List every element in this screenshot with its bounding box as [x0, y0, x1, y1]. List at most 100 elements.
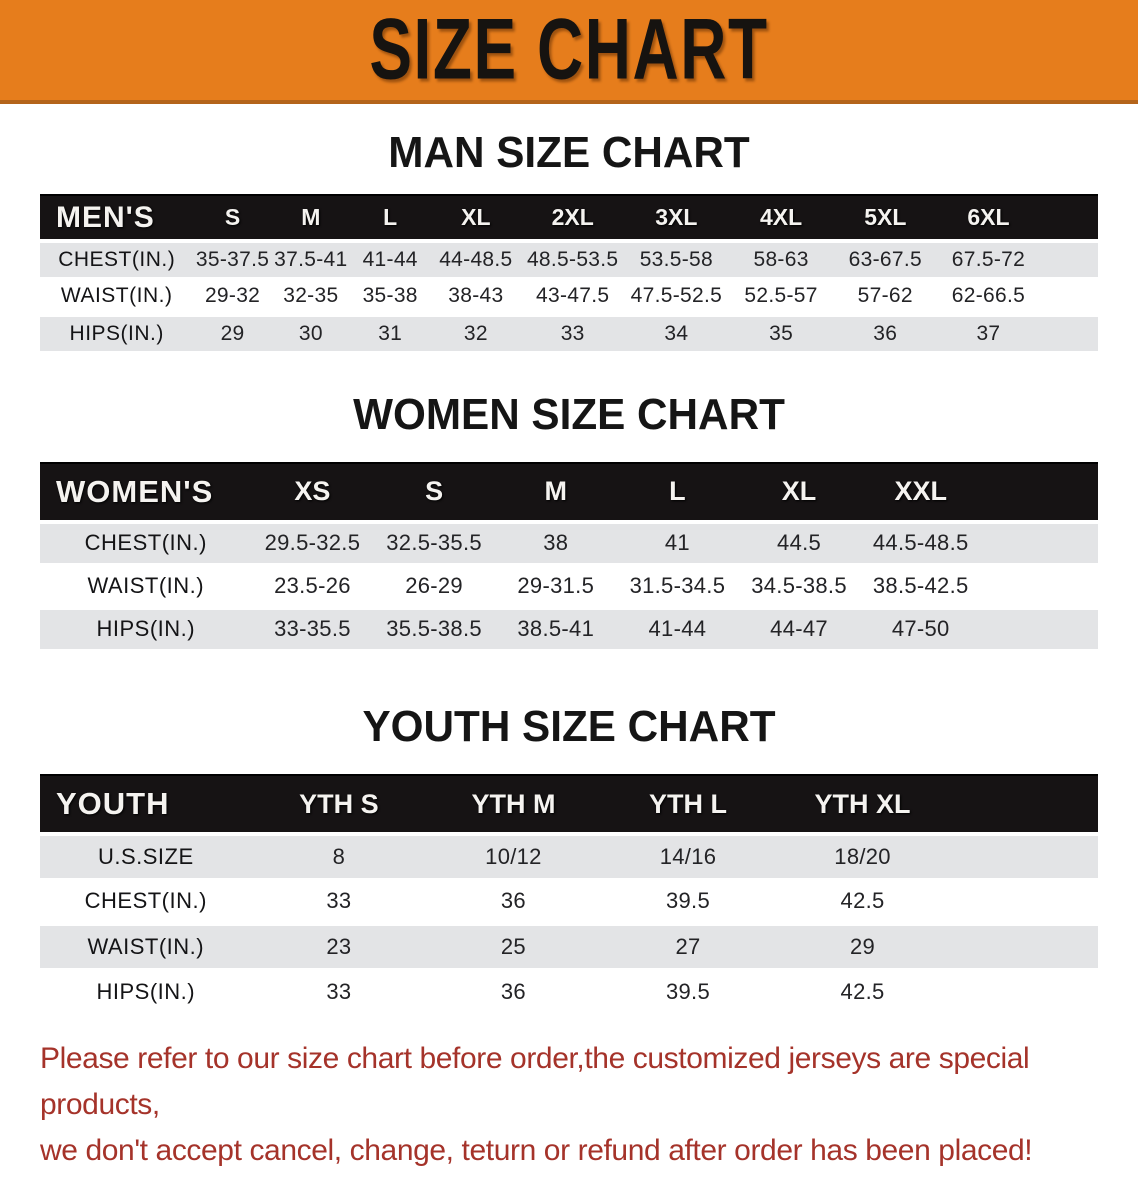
size-column-header: YTH S	[251, 774, 427, 836]
size-column-header: L	[349, 194, 431, 243]
disclaimer-line-2: we don't accept cancel, change, teturn o…	[40, 1134, 1033, 1167]
row-spacer-cell	[981, 519, 1098, 566]
size-value-cell: 41	[616, 519, 739, 566]
size-value-cell: 47-50	[859, 605, 982, 652]
table-row: WAIST(IN.) 23.5-26 26-29 29-31.5 31.5-34.5 34…	[40, 564, 1098, 608]
size-column-header: M	[494, 461, 617, 523]
size-value-cell: 36	[426, 879, 601, 924]
row-label: HIPS(IN.)	[40, 313, 194, 354]
women-header-row: WOMEN'S XS S M L XL XXL	[40, 461, 1098, 523]
size-value-cell: 37	[937, 313, 1040, 354]
disclaimer-line-1: Please refer to our size chart before or…	[40, 1042, 1030, 1121]
women-size-section: WOMEN SIZE CHART WOMEN'S XS S M L XL XXL CHEST(…	[40, 389, 1098, 652]
size-value-cell: 30	[271, 313, 350, 354]
row-label: WAIST(IN.)	[40, 278, 194, 315]
table-row: CHEST(IN.) 29.5-32.5 32.5-35.5 38 41 44.5 44.5…	[40, 519, 1098, 566]
size-value-cell: 36	[426, 969, 601, 1014]
men-table-label: MEN'S	[40, 194, 194, 243]
size-value-cell: 32	[430, 313, 522, 354]
row-spacer-cell	[1039, 239, 1098, 280]
header-spacer-cell	[949, 774, 1098, 836]
size-value-cell: 42.5	[775, 969, 950, 1014]
row-spacer-cell	[949, 969, 1098, 1014]
size-value-cell: 35	[728, 313, 834, 354]
size-column-header: M	[271, 194, 350, 243]
size-value-cell: 29-31.5	[494, 564, 617, 608]
row-spacer-cell	[949, 922, 1098, 971]
header-spacer-cell	[1039, 194, 1098, 243]
youth-size-table: YOUTH YTH S YTH M YTH L YTH XL U.S.SIZE 8 10/12…	[40, 774, 1098, 1014]
size-value-cell: 33	[521, 313, 624, 354]
size-value-cell: 8	[251, 832, 427, 881]
men-size-section: MAN SIZE CHART MEN'S S M L XL 2XL 3XL 4XL 5XL 6XL…	[40, 128, 1098, 354]
size-value-cell: 31.5-34.5	[616, 564, 739, 608]
youth-size-section: YOUTH SIZE CHART YOUTH YTH S YTH M YTH L YTH…	[40, 702, 1098, 1014]
size-value-cell: 35.5-38.5	[373, 605, 495, 652]
size-column-header: XL	[738, 461, 860, 523]
size-value-cell: 52.5-57	[728, 278, 834, 315]
size-column-header: 4XL	[728, 194, 834, 243]
size-column-header: XS	[251, 461, 374, 523]
row-spacer-cell	[949, 879, 1098, 924]
size-column-header: 2XL	[521, 194, 624, 243]
size-value-cell: 44.5-48.5	[859, 519, 982, 566]
row-spacer-cell	[981, 605, 1098, 652]
table-row: CHEST(IN.) 33 36 39.5 42.5	[40, 879, 1098, 924]
size-value-cell: 38	[494, 519, 617, 566]
size-value-cell: 67.5-72	[937, 239, 1040, 280]
women-size-table: WOMEN'S XS S M L XL XXL CHEST(IN.) 29.5-32.5 32.5…	[40, 461, 1098, 652]
row-label: HIPS(IN.)	[40, 605, 252, 652]
size-value-cell: 41-44	[349, 239, 431, 280]
size-value-cell: 57-62	[833, 278, 938, 315]
size-column-header: 5XL	[833, 194, 938, 243]
youth-table-label: YOUTH	[40, 774, 252, 836]
size-value-cell: 29-32	[193, 278, 272, 315]
size-value-cell: 18/20	[775, 832, 950, 881]
row-label: WAIST(IN.)	[40, 564, 252, 608]
size-value-cell: 33	[251, 969, 427, 1014]
men-size-table: MEN'S S M L XL 2XL 3XL 4XL 5XL 6XL CHEST(IN.) 35-37…	[40, 194, 1098, 354]
size-value-cell: 33	[251, 879, 427, 924]
size-value-cell: 29	[193, 313, 272, 354]
size-column-header: 6XL	[937, 194, 1040, 243]
size-column-header: L	[616, 461, 739, 523]
men-header-row: MEN'S S M L XL 2XL 3XL 4XL 5XL 6XL	[40, 194, 1098, 243]
size-value-cell: 43-47.5	[521, 278, 624, 315]
size-value-cell: 32-35	[271, 278, 350, 315]
size-value-cell: 41-44	[616, 605, 739, 652]
row-spacer-cell	[949, 832, 1098, 881]
size-value-cell: 10/12	[426, 832, 601, 881]
size-value-cell: 35-37.5	[193, 239, 272, 280]
size-value-cell: 29.5-32.5	[251, 519, 374, 566]
size-value-cell: 29	[775, 922, 950, 971]
size-chart-banner: SIZE CHART	[0, 0, 1138, 104]
size-value-cell: 62-66.5	[937, 278, 1040, 315]
size-value-cell: 47.5-52.5	[623, 278, 729, 315]
size-value-cell: 35-38	[349, 278, 431, 315]
table-row: WAIST(IN.) 23 25 27 29	[40, 922, 1098, 971]
size-column-header: YTH XL	[775, 774, 950, 836]
size-value-cell: 14/16	[600, 832, 776, 881]
youth-header-row: YOUTH YTH S YTH M YTH L YTH XL	[40, 774, 1098, 836]
size-value-cell: 38-43	[430, 278, 522, 315]
size-value-cell: 44.5	[738, 519, 860, 566]
size-value-cell: 48.5-53.5	[521, 239, 624, 280]
size-column-header: 3XL	[623, 194, 729, 243]
size-value-cell: 26-29	[373, 564, 495, 608]
size-value-cell: 38.5-41	[494, 605, 617, 652]
size-value-cell: 31	[349, 313, 431, 354]
row-label: CHEST(IN.)	[40, 879, 252, 924]
women-section-title: WOMEN SIZE CHART	[353, 389, 785, 439]
table-row: CHEST(IN.) 35-37.5 37.5-41 41-44 44-48.5 48.5…	[40, 239, 1098, 280]
size-value-cell: 23	[251, 922, 427, 971]
size-value-cell: 23.5-26	[251, 564, 374, 608]
size-chart-content: MAN SIZE CHART MEN'S S M L XL 2XL 3XL 4XL 5XL 6XL…	[0, 128, 1138, 1014]
table-row: HIPS(IN.) 29 30 31 32 33 34 35 36 37	[40, 313, 1098, 354]
table-row: HIPS(IN.) 33 36 39.5 42.5	[40, 969, 1098, 1014]
row-label: CHEST(IN.)	[40, 519, 252, 566]
size-value-cell: 27	[600, 922, 776, 971]
size-column-header: XL	[430, 194, 522, 243]
row-label: U.S.SIZE	[40, 832, 252, 881]
size-value-cell: 32.5-35.5	[373, 519, 495, 566]
size-value-cell: 37.5-41	[271, 239, 350, 280]
